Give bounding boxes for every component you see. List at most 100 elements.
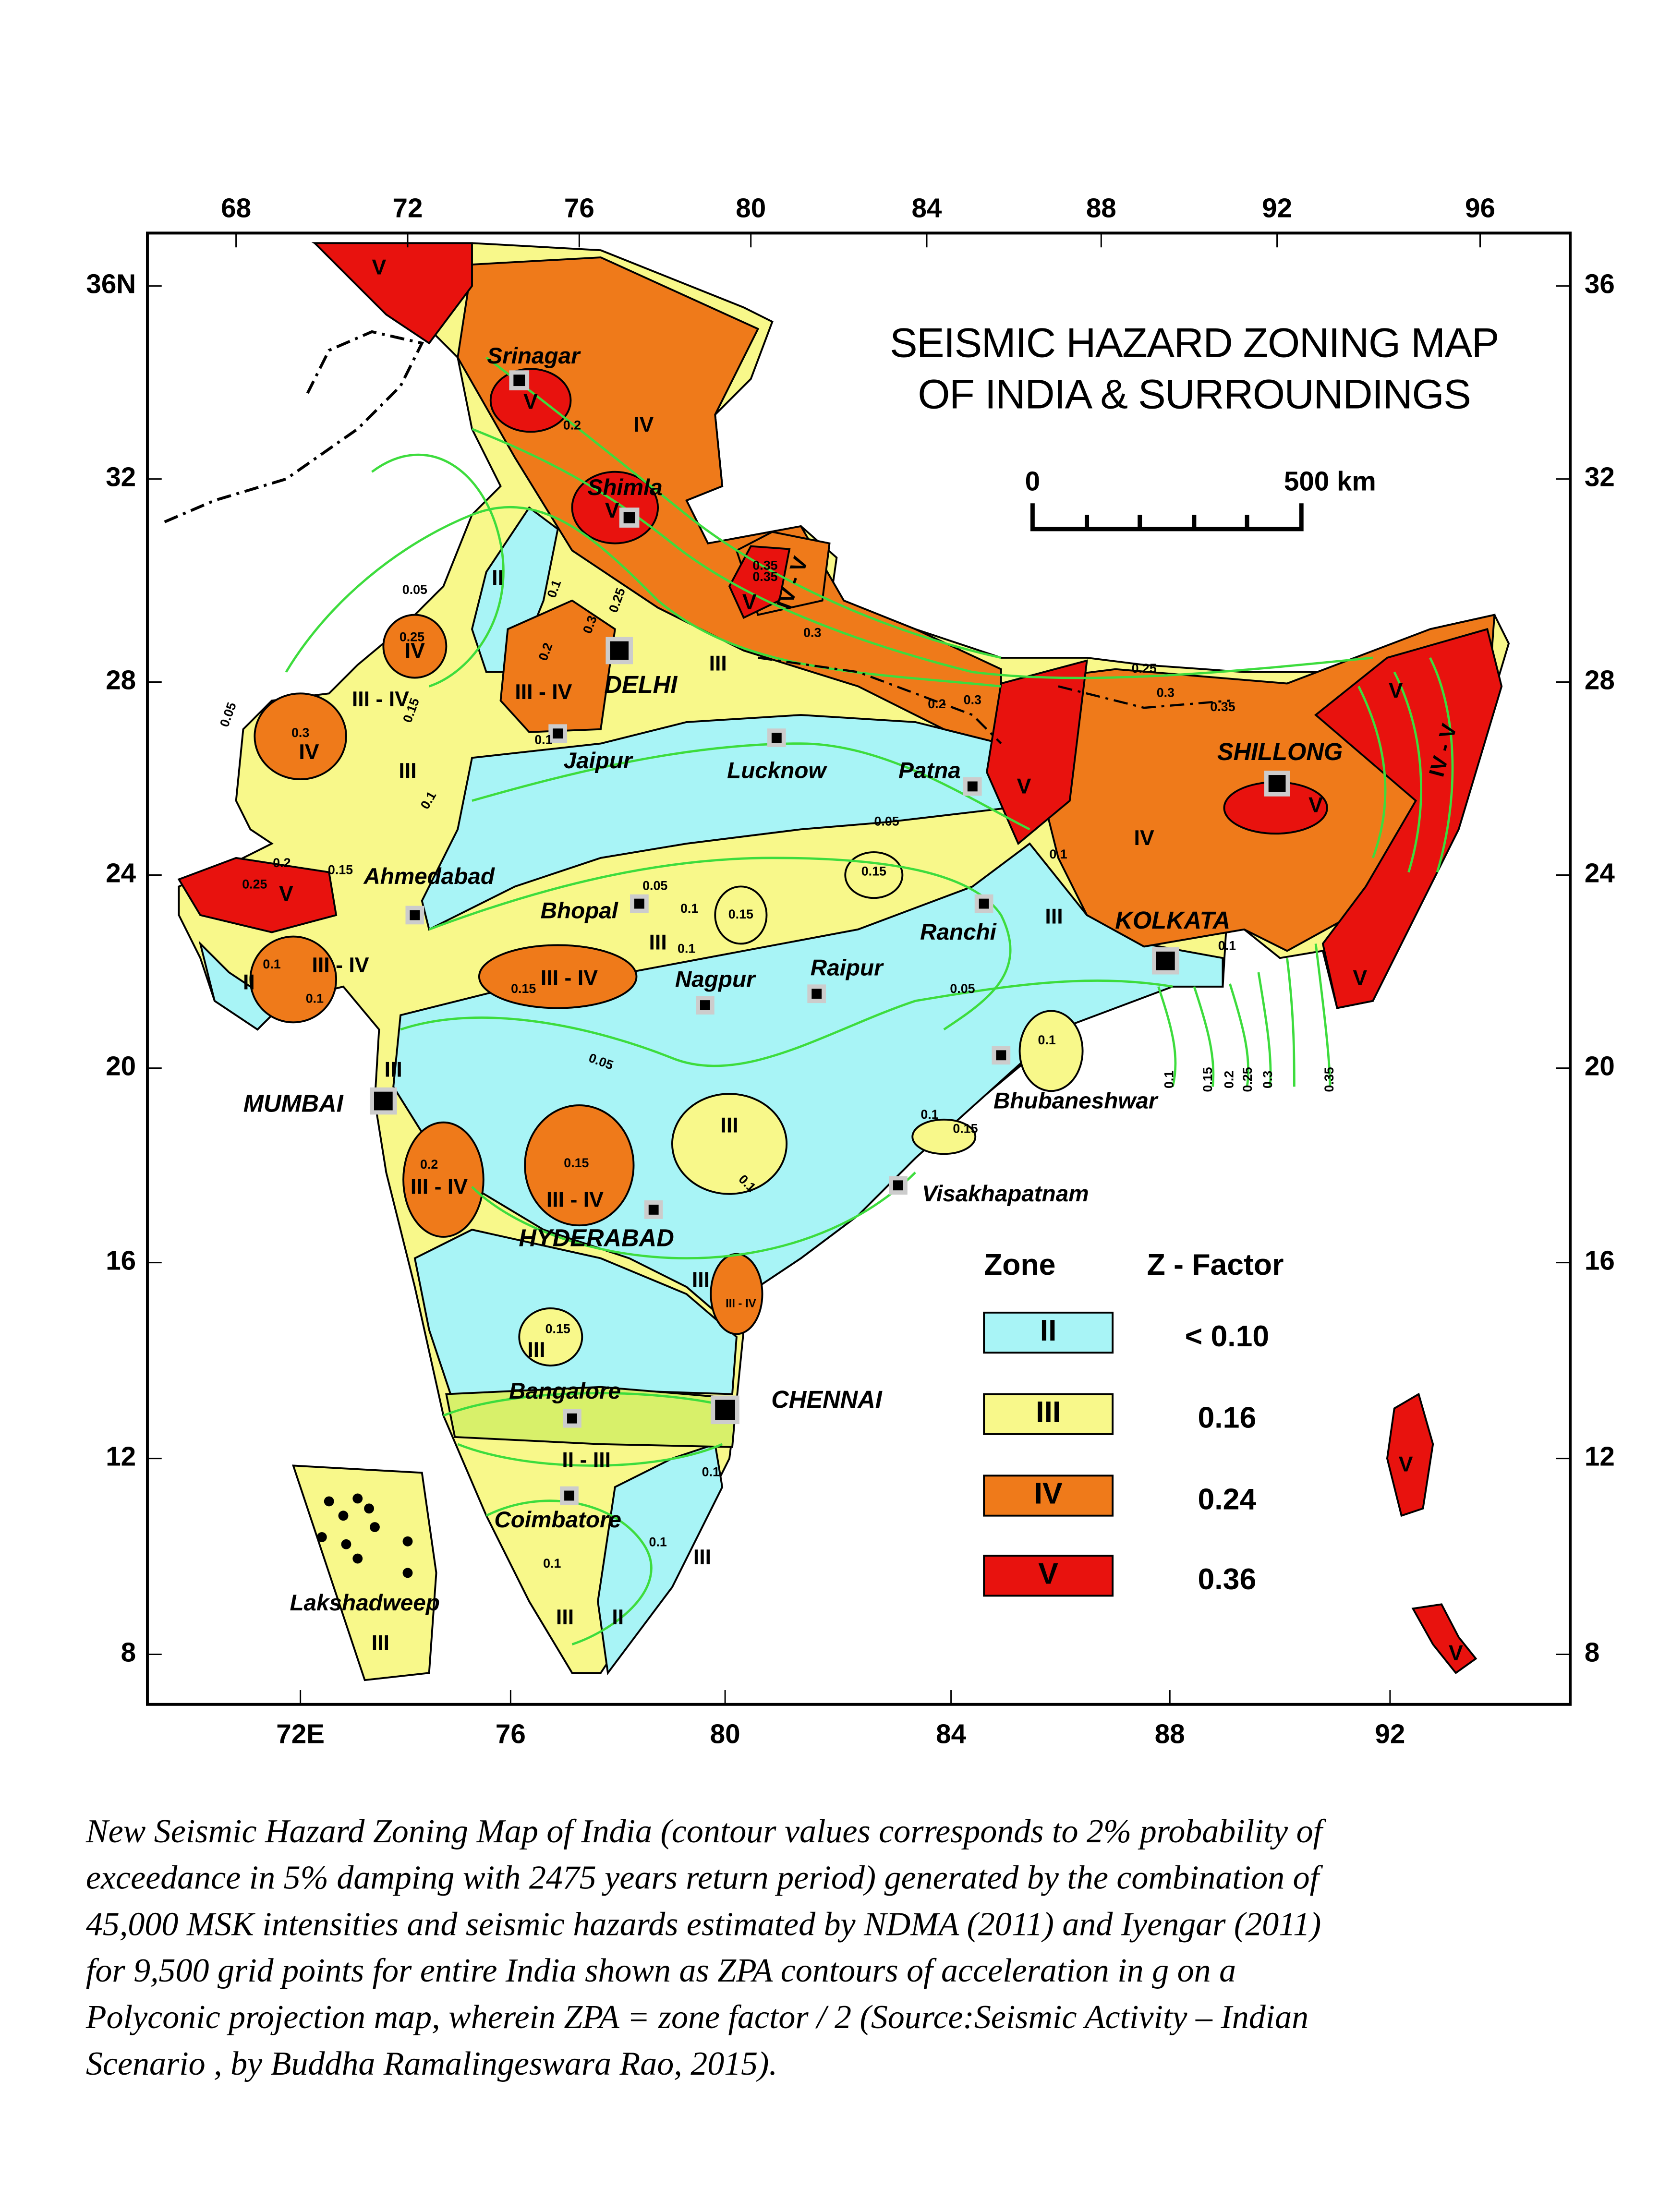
contour-label: 0.3 bbox=[1157, 685, 1175, 700]
zone-label: II bbox=[492, 566, 504, 590]
contour-label: 0.05 bbox=[642, 878, 667, 893]
zone-iv-region bbox=[710, 1253, 763, 1335]
contour-label: 0.1 bbox=[1038, 1033, 1056, 1047]
zone-label: V bbox=[1449, 1641, 1463, 1665]
caption: New Seismic Hazard Zoning Map of India (… bbox=[85, 1813, 1327, 2082]
city-marker bbox=[700, 1000, 710, 1010]
zone-label: IV bbox=[299, 740, 319, 764]
zone-v-region bbox=[728, 545, 791, 619]
top-axis-label: 80 bbox=[736, 193, 766, 223]
zone-ii-region bbox=[421, 714, 1009, 931]
map-title: SEISMIC HAZARD ZONING MAP bbox=[890, 320, 1499, 366]
bottom-axis-label: 80 bbox=[710, 1718, 740, 1749]
zone-iv-region bbox=[382, 614, 448, 679]
zone-iii-region bbox=[714, 885, 768, 945]
left-axis-label: 20 bbox=[106, 1051, 136, 1081]
zone-label: IV bbox=[633, 413, 654, 436]
contour-label: 0.1 bbox=[702, 1464, 720, 1479]
contour-label: 0.2 bbox=[563, 418, 581, 433]
city-label: Bhopal bbox=[541, 898, 619, 924]
zone-label: III bbox=[399, 759, 416, 783]
legend-swatch bbox=[983, 1393, 1114, 1435]
legend-header: Zone bbox=[984, 1248, 1055, 1281]
contour-line bbox=[471, 1172, 916, 1260]
caption-line: 45,000 MSK intensities and seismic hazar… bbox=[86, 1906, 1321, 1943]
left-axis-label: 8 bbox=[121, 1637, 136, 1668]
zone-iv-region bbox=[524, 1104, 635, 1227]
city-label: Patna bbox=[898, 758, 961, 784]
top-axis-label: 88 bbox=[1086, 193, 1116, 223]
contour-line bbox=[472, 428, 1373, 679]
contour-label: 0.1 bbox=[678, 941, 695, 955]
border-line bbox=[758, 656, 1230, 745]
contour-label: 0.1 bbox=[649, 1535, 667, 1549]
contour-label: 0.35 bbox=[1322, 1067, 1336, 1092]
bottom-axis-label: 88 bbox=[1155, 1718, 1185, 1749]
contour-line bbox=[1157, 943, 1332, 1087]
international-border bbox=[164, 330, 1230, 745]
zone-v-region bbox=[986, 659, 1088, 846]
city-label: HYDERABAD bbox=[519, 1224, 674, 1251]
zone-iv-region bbox=[457, 256, 1002, 745]
top-axis-label: 84 bbox=[912, 193, 942, 223]
city-marker bbox=[564, 1490, 574, 1501]
legend-swatch bbox=[983, 1311, 1114, 1354]
city-label: Nagpur bbox=[675, 967, 756, 992]
city-marker bbox=[567, 1413, 577, 1424]
city-marker bbox=[771, 733, 782, 743]
left-axis-label: 16 bbox=[106, 1245, 136, 1276]
city-label: Srinagar bbox=[487, 343, 581, 369]
contour-line bbox=[485, 1499, 653, 1645]
zone-label: III bbox=[720, 1113, 738, 1137]
map-title: OF INDIA & SURROUNDINGS bbox=[918, 372, 1470, 418]
caption-line: for 9,500 grid points for entire India s… bbox=[86, 1952, 1236, 1989]
contour-label: 0.15 bbox=[511, 981, 536, 996]
contour-label: 0.3 bbox=[964, 692, 981, 707]
legend-factor: < 0.10 bbox=[1185, 1319, 1270, 1353]
island-dot bbox=[370, 1522, 380, 1532]
bottom-axis-label: 76 bbox=[496, 1718, 526, 1749]
zone-label: III - IV bbox=[726, 1297, 756, 1310]
zone-label: III - IV bbox=[541, 967, 598, 990]
island-dot bbox=[352, 1493, 363, 1504]
scale-start: 0 bbox=[1025, 466, 1040, 496]
contour-label: 0.15 bbox=[564, 1156, 589, 1170]
zone-label: III bbox=[372, 1632, 389, 1655]
island-dot bbox=[364, 1503, 374, 1514]
contour-line bbox=[285, 506, 1002, 688]
zone-label: V bbox=[1017, 775, 1031, 798]
contour-label: 0.1 bbox=[1049, 847, 1067, 861]
contour-line bbox=[443, 1392, 737, 1467]
zone-label: II - III bbox=[562, 1448, 611, 1472]
legend-header: Z - Factor bbox=[1147, 1248, 1284, 1281]
bottom-axis-label: 72E bbox=[276, 1718, 325, 1749]
zone-label: III bbox=[385, 1058, 402, 1081]
left-axis-label: 36N bbox=[86, 269, 136, 299]
contour-label: 0.3 bbox=[803, 625, 821, 640]
city-marker bbox=[634, 898, 644, 909]
island-dot bbox=[324, 1496, 334, 1507]
top-axis-label: 68 bbox=[221, 193, 251, 223]
city-marker bbox=[1268, 775, 1286, 792]
zone-label: V bbox=[605, 499, 619, 522]
top-axis-label: 92 bbox=[1262, 193, 1292, 223]
island-dot bbox=[402, 1568, 413, 1578]
contour-label: 0.2 bbox=[1222, 1071, 1236, 1088]
legend-swatch bbox=[983, 1555, 1114, 1597]
zone-label: III - IV bbox=[515, 680, 572, 704]
zone-label: III bbox=[556, 1606, 574, 1629]
city-label: Visakhapatnam bbox=[922, 1181, 1089, 1207]
contour-line bbox=[428, 857, 1012, 1031]
contour-label: 0.15 bbox=[545, 1322, 570, 1336]
city-label: Raipur bbox=[811, 955, 884, 981]
contour-label: 0.2 bbox=[273, 856, 291, 870]
right-axis-label: 36 bbox=[1585, 269, 1615, 299]
contour-label: 0.35 bbox=[752, 569, 777, 584]
legend-zone: V bbox=[1038, 1557, 1058, 1590]
contour-label: 0.25 bbox=[1132, 661, 1157, 676]
contour-label: 0.1 bbox=[1162, 1071, 1176, 1088]
right-axis-label: 20 bbox=[1585, 1051, 1615, 1081]
contour-label: 0.25 bbox=[400, 629, 424, 644]
